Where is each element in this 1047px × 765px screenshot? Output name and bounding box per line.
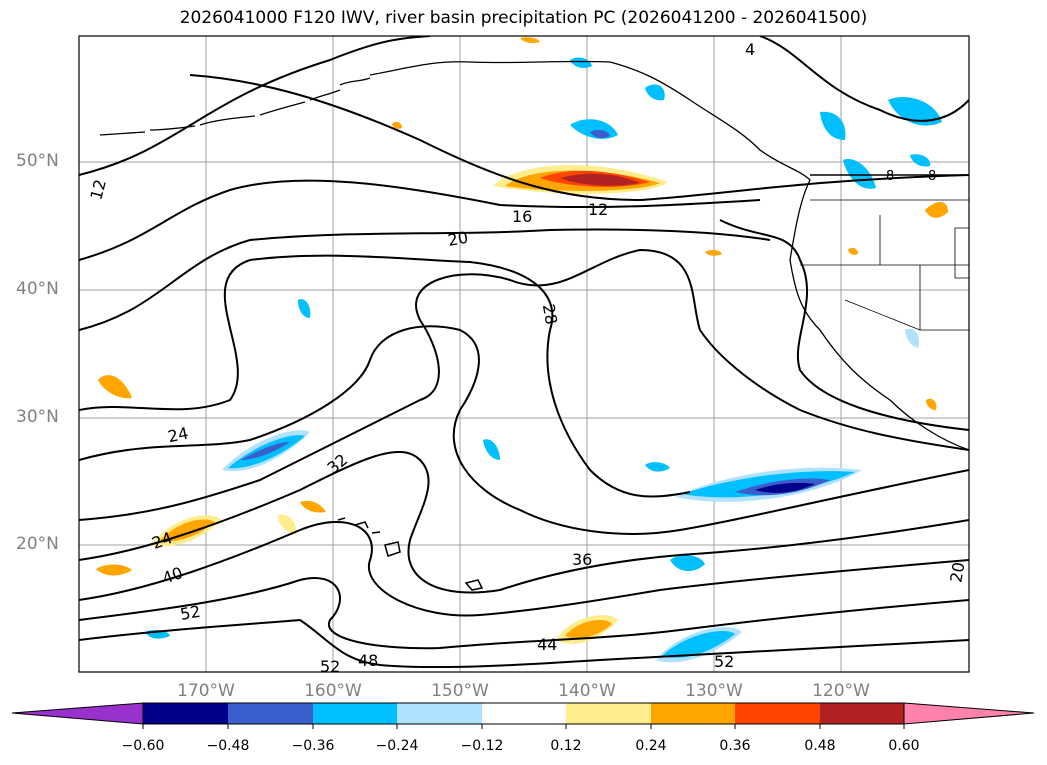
contour-label: 12 (86, 177, 110, 202)
lat-label: 40°N (16, 279, 59, 299)
lon-label: 150°W (431, 681, 489, 701)
colorbar-swatch (143, 703, 228, 724)
lon-label: 130°W (685, 681, 743, 701)
colorbar-tick-label: −0.36 (291, 738, 335, 754)
colorbar-swatch (482, 703, 566, 724)
lon-label: 160°W (304, 681, 362, 701)
precip-negative-patch (910, 154, 931, 167)
precip-negative-patch (905, 328, 920, 348)
colorbar-tick-label: 0.24 (635, 738, 667, 754)
contour-labels: 4 12 12 16 20 28 24 32 24 40 52 36 44 52… (86, 40, 968, 676)
contour-label: 20 (446, 228, 469, 250)
lat-label: 50°N (16, 151, 59, 171)
islands (337, 517, 484, 591)
map-frame (78, 35, 970, 673)
colorbar-extend-low (11, 702, 144, 725)
contour-label: 16 (512, 207, 532, 226)
lon-label: 170°W (177, 681, 235, 701)
colorbar-tick-label: −0.12 (460, 738, 504, 754)
contour-label: 28 (539, 303, 561, 326)
precip-positive-patch (300, 500, 326, 513)
precip-negative-patch (820, 111, 846, 140)
precip-negative-patch (483, 439, 500, 460)
contour-label: 48 (358, 651, 378, 670)
contour-label: 20 (946, 561, 968, 584)
precip-negative-patch (298, 299, 311, 318)
colorbar-swatch (820, 703, 904, 724)
contour-label: 12 (588, 200, 608, 219)
contour-label: 36 (572, 550, 592, 569)
contour-label: 4 (745, 40, 755, 59)
iwv-contours (79, 36, 969, 669)
precip-negative-patch (645, 462, 670, 472)
colorbar-tick-label: −0.60 (121, 738, 165, 754)
colorbar-swatch (651, 703, 735, 724)
contour-label: 8 (928, 169, 936, 184)
precip-positive-patch (392, 121, 402, 129)
precip-negative-patch (590, 129, 610, 139)
lat-label: 30°N (16, 407, 59, 427)
precip-positive-patch (926, 398, 937, 410)
colorbar-swatch (566, 703, 651, 724)
colorbar-tick-label: 0.36 (719, 738, 751, 754)
colorbar-tick-label: −0.48 (206, 738, 250, 754)
precip-negative-patch (662, 630, 735, 658)
precip-negative-patch (670, 555, 705, 572)
precip-negative-patch (843, 159, 876, 189)
map-background (79, 36, 969, 672)
precip-positive-patch (560, 173, 640, 186)
precip-positive-patch (565, 620, 612, 639)
precip-negative-patch (570, 57, 592, 68)
colorbar-frame (142, 702, 905, 725)
precip-negative-patch (755, 482, 815, 493)
contour-label: 44 (537, 635, 557, 654)
precip-positive-patch (96, 564, 132, 576)
precip-positive-patch (98, 375, 132, 399)
precip-positive-patch (925, 202, 948, 218)
precip-negative-patch (240, 442, 290, 460)
colorbar-swatch (228, 703, 313, 724)
precip-positive-patch (160, 519, 215, 542)
map-title: 2026041000 F120 IWV, river basin precipi… (179, 8, 868, 28)
precip-positive-patch (520, 37, 540, 43)
contour-label: 52 (320, 657, 340, 676)
colorbar-tick-label: 0.12 (550, 738, 582, 754)
lat-label: 20°N (16, 534, 59, 554)
precip-positive-patch (278, 514, 297, 535)
precip-positive-patch (705, 249, 722, 256)
colorbar-swatch (397, 703, 482, 724)
precip-negative-patch (645, 84, 665, 101)
precip-positive-patch (848, 247, 858, 255)
contour-label: 52 (714, 652, 734, 671)
contour-label: 24 (166, 423, 190, 446)
colorbar-tick-label: 0.48 (804, 738, 836, 754)
colorbar-extend-high (903, 702, 1035, 725)
colorbar-swatch (313, 703, 397, 724)
contour-label: 52 (179, 602, 202, 624)
colorbar-tick-label: −0.24 (375, 738, 419, 754)
colorbar (11, 702, 1035, 729)
coastlines (99, 60, 969, 451)
lon-label: 120°W (812, 681, 870, 701)
lon-label: 140°W (558, 681, 616, 701)
precip-negative-patch (888, 96, 942, 126)
colorbar-swatch (735, 703, 820, 724)
colorbar-tick-label: 0.60 (888, 738, 920, 754)
contour-label: 8 (886, 169, 894, 184)
